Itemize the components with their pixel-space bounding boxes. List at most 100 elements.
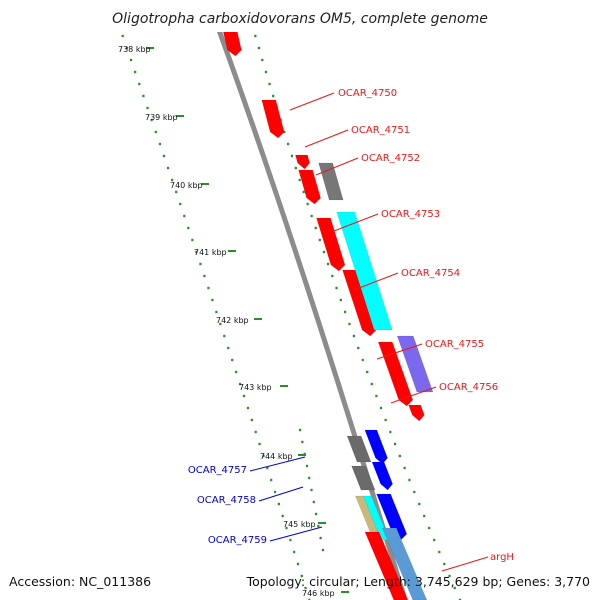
ruler-dot	[438, 550, 441, 554]
ruler-dot	[257, 46, 260, 50]
tick: 739 kbp	[145, 113, 184, 122]
leader-line	[315, 157, 359, 176]
ruler-dot	[231, 358, 234, 362]
tick-label: 745 kbp	[283, 520, 316, 529]
ruler-dot	[223, 334, 226, 338]
tick: 740 kbp	[170, 181, 209, 190]
gene-label-ocar-4759: OCAR_4759	[208, 526, 323, 546]
genome-backbone	[205, 0, 408, 600]
ruler-dot	[344, 310, 347, 314]
gene-label-argh: argH	[441, 552, 514, 572]
ruler-dot	[191, 238, 194, 242]
gene-ocar-4753	[316, 217, 346, 272]
ruler-dot	[418, 502, 421, 506]
ruler-dot	[408, 478, 411, 482]
tick: 742 kbp	[216, 316, 262, 325]
ruler-dot	[138, 82, 141, 86]
ruler-dot	[171, 178, 174, 182]
ruler-dot	[335, 286, 338, 290]
ruler-dot	[272, 94, 275, 98]
ruler-dot	[384, 418, 387, 422]
ruler-dot	[150, 118, 153, 122]
ruler-dot	[314, 512, 318, 516]
gene-label-text: OCAR_4753	[381, 209, 440, 220]
gene-label-text: OCAR_4757	[188, 465, 247, 476]
gene-label-text: OCAR_4750	[338, 88, 397, 99]
ruler-dot	[261, 58, 264, 62]
gene-label-text: OCAR_4759	[208, 535, 267, 546]
ruler-dot	[375, 394, 378, 398]
tick: 745 kbp	[283, 520, 326, 529]
ruler-dot	[195, 250, 198, 254]
feature-steelblue	[381, 527, 428, 600]
ruler-dot	[183, 214, 186, 218]
ruler-dot	[448, 574, 451, 578]
ruler-dot	[285, 526, 288, 530]
leader-line	[390, 386, 437, 404]
ruler-dot	[312, 500, 315, 504]
ruler-dot	[413, 490, 416, 494]
ruler-dot	[258, 442, 261, 446]
ruler-dot	[458, 598, 461, 600]
ruler-dot	[317, 524, 320, 528]
ruler-dot	[134, 70, 137, 74]
ruler-dot	[281, 514, 284, 518]
ruler-dot	[268, 82, 271, 86]
gene-label-text: OCAR_4755	[425, 339, 484, 350]
ruler-dot	[215, 310, 218, 314]
ruler-dot	[270, 478, 273, 482]
ruler-dot	[393, 442, 397, 446]
ruler-dot	[352, 334, 355, 338]
ruler-dot	[154, 130, 157, 134]
leader-line	[441, 556, 489, 572]
gene-label-text: OCAR_4751	[351, 125, 410, 136]
ruler-dot	[331, 274, 334, 278]
ruler-dot	[301, 440, 304, 444]
ruler-dot	[319, 536, 322, 540]
gene-label-ocar-4756: OCAR_4756	[390, 382, 498, 404]
gene-label-ocar-4757: OCAR_4757	[188, 456, 306, 476]
tick-label: 742 kbp	[216, 316, 249, 325]
ruler-dot	[348, 322, 351, 326]
gene-label-ocar-4758: OCAR_4758	[197, 486, 304, 506]
ruler-dot	[302, 190, 305, 194]
ruler-dot	[403, 466, 406, 470]
kbp-ticks: 738 kbp 739 kbp 740 kbp 741 kbp 742 kbp 743 k…	[118, 45, 349, 598]
gene-ocar-4759	[376, 493, 408, 541]
map-title: Oligotropha carboxidovorans OM5, complet…	[112, 11, 488, 27]
gene-ocar-4755	[377, 341, 414, 407]
ruler-dot	[142, 94, 145, 98]
ruler-dot	[121, 34, 124, 38]
tick-label: 744 kbp	[260, 452, 293, 461]
leader-line	[353, 272, 399, 291]
ruler-dot	[158, 142, 161, 146]
ruler-dot	[266, 466, 269, 470]
gene-ocar-4751	[261, 99, 285, 139]
ruler-dot	[314, 226, 317, 230]
ruler-dot	[290, 154, 294, 158]
ruler-dot	[322, 250, 326, 254]
gene-label-text: OCAR_4752	[361, 153, 420, 164]
ruler-dot	[318, 238, 321, 242]
ruler-dot	[250, 418, 253, 422]
gene-label-text: OCAR_4756	[439, 382, 498, 393]
ruler-dot	[199, 262, 202, 266]
accession-text: Accession: NC_011386	[9, 574, 151, 589]
ruler-dot	[246, 406, 250, 410]
gene-argh	[364, 531, 409, 600]
feature-purple	[396, 335, 434, 393]
gene-labels: OCAR_4750 OCAR_4751 OCAR_4752 OCAR_4753 OCAR…	[188, 88, 514, 572]
ruler-dot	[308, 476, 311, 480]
ruler-dot	[443, 562, 446, 566]
tick-label: 738 kbp	[118, 45, 151, 54]
ruler-dot	[398, 454, 401, 458]
ruler-dot	[357, 346, 360, 350]
ruler-dot	[428, 526, 431, 530]
ruler-dot	[175, 190, 178, 194]
ruler-dot	[273, 490, 277, 494]
ruler-dot	[289, 538, 292, 542]
leader-line	[333, 213, 379, 232]
gene-ocar-4754	[342, 269, 377, 337]
gene-ocar-4756	[408, 404, 425, 422]
ruler-dot	[293, 550, 296, 554]
